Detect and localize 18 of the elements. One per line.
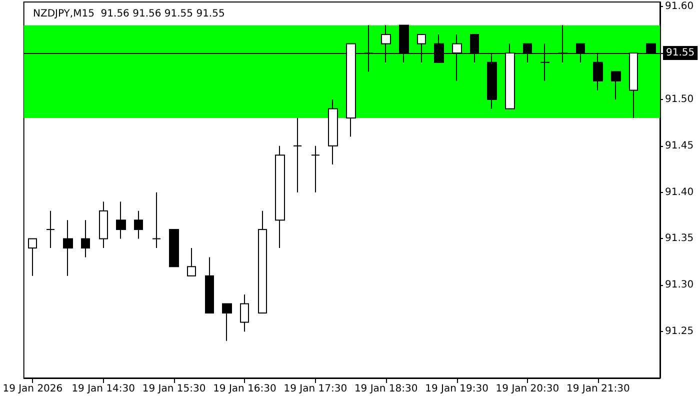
y-tick-label: 91.60 [665, 1, 694, 12]
x-tick-label: 19 Jan 20:30 [496, 384, 560, 394]
y-tick-label: 91.35 [665, 233, 694, 244]
y-tick-label: 91.45 [665, 140, 694, 152]
y-tick-label: 91.25 [665, 326, 694, 338]
y-tick-label: 91.30 [665, 280, 694, 291]
x-tick-label: 19 Jan 18:30 [354, 384, 418, 394]
ref-line-label: 91.55 [666, 48, 695, 59]
x-tick-label: 19 Jan 17:30 [284, 384, 348, 394]
x-tick-label: 19 Jan 2026 [2, 384, 63, 394]
text: NZDJPY,M15 91.56 91.56 91.55 91.55 [33, 8, 225, 20]
x-tick-label: 19 Jan 14:30 [72, 384, 136, 394]
y-tick-label: 91.50 [665, 94, 694, 105]
x-tick-label: 19 Jan 15:30 [142, 384, 206, 394]
y-tick-label: 91.40 [665, 186, 694, 198]
x-tick-label: 19 Jan 16:30 [213, 384, 276, 394]
x-tick-label: 19 Jan 19:30 [425, 384, 488, 394]
x-tick-label: 19 Jan 21:30 [566, 384, 630, 394]
